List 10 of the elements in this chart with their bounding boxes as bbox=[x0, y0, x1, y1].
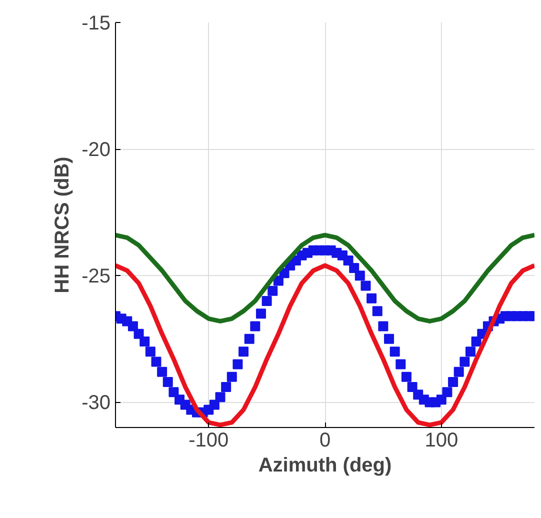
line-series bbox=[116, 232, 534, 324]
y-tick-label: -30 bbox=[82, 392, 110, 414]
y-tick-label: -20 bbox=[82, 139, 110, 162]
y-tick-label: -25 bbox=[82, 266, 110, 288]
y-axis-title: HH NRCS (dB) bbox=[52, 156, 74, 294]
y-tick-label: -15 bbox=[82, 12, 110, 34]
x-tick-label: 100 bbox=[424, 430, 458, 452]
x-tick-label: 0 bbox=[319, 430, 331, 452]
x-axis-title: Azimuth (deg) bbox=[258, 454, 392, 476]
x-tick-label: -100 bbox=[188, 430, 229, 452]
